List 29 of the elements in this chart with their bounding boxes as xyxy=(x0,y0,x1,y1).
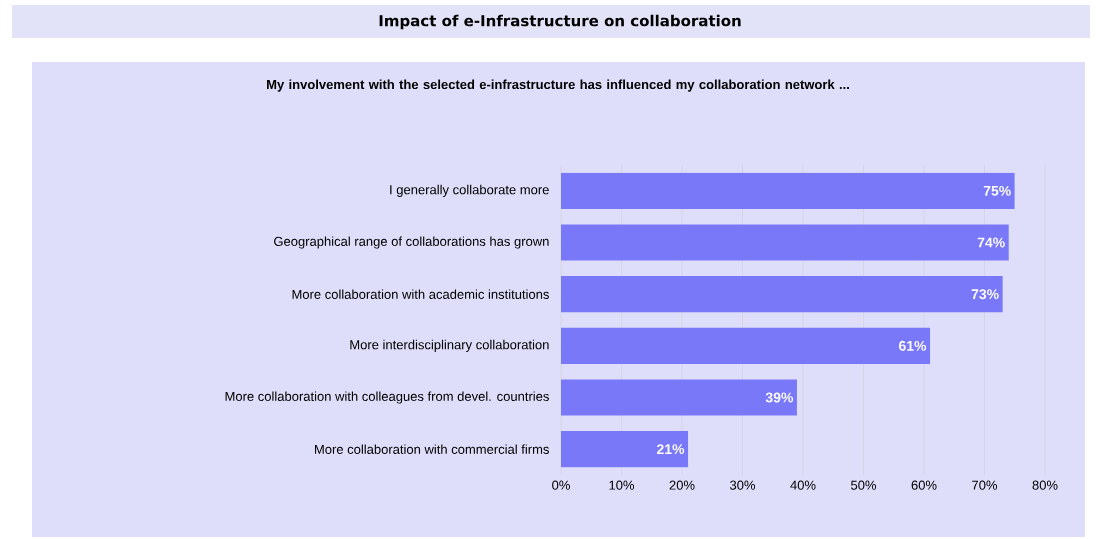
data-label: 73% xyxy=(971,289,999,300)
bar xyxy=(561,224,1009,261)
x-tick-label: 10% xyxy=(609,480,635,490)
chart-title: Impact of e-Infrastructure on collaboration xyxy=(379,14,741,30)
data-label: 61% xyxy=(899,340,927,351)
y-tick-label: More collaboration with commercial firms xyxy=(315,444,549,454)
bar xyxy=(561,431,689,468)
x-tick-label: 40% xyxy=(790,480,816,490)
y-tick-label: More interdisciplinary collaboration xyxy=(350,339,549,352)
x-tick-label: 60% xyxy=(911,480,937,490)
x-tick-label: 80% xyxy=(1032,480,1058,490)
x-tick-label: 20% xyxy=(669,480,695,490)
y-tick-label: More collaboration with academic institutions xyxy=(292,289,549,299)
bar xyxy=(561,327,931,364)
bar xyxy=(561,379,797,416)
x-tick-label: 70% xyxy=(972,480,998,490)
bar xyxy=(561,172,1015,209)
bar xyxy=(561,276,1003,313)
data-label: 75% xyxy=(983,185,1011,196)
y-tick-label: I generally collaborate more xyxy=(390,184,549,197)
x-tick-label: 50% xyxy=(851,480,877,490)
x-tick-label: 30% xyxy=(729,480,756,490)
y-tick-label: More collaboration with colleagues from devel. countries xyxy=(225,391,549,404)
data-label: 21% xyxy=(656,444,685,455)
data-label: 74% xyxy=(977,237,1005,248)
chart-subtitle: My involvement with the selected e-infrastructure has influenced my collaboration network ... xyxy=(267,79,849,92)
data-label: 39% xyxy=(765,392,794,403)
y-tick-label: Geographical range of collaborations has grown xyxy=(274,236,549,249)
x-tick-label: 0% xyxy=(552,480,570,490)
